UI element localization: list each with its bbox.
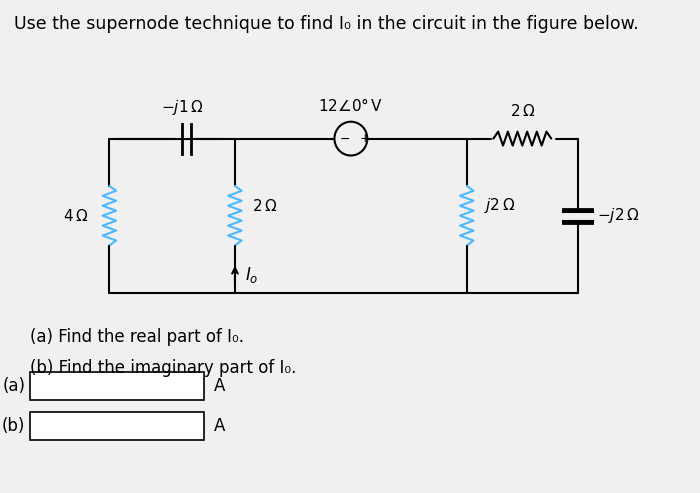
Text: (b) Find the imaginary part of I₀.: (b) Find the imaginary part of I₀. [30,359,297,377]
FancyBboxPatch shape [30,372,204,400]
Text: $2\,\Omega$: $2\,\Omega$ [510,103,535,119]
Text: $I_o$: $I_o$ [244,265,258,285]
Text: Use the supernode technique to find I₀ in the circuit in the figure below.: Use the supernode technique to find I₀ i… [14,15,638,33]
Text: A: A [214,417,225,435]
Text: (a): (a) [2,377,25,395]
Text: $4\,\Omega$: $4\,\Omega$ [63,208,88,224]
Text: $+$: $+$ [358,132,370,145]
Text: $2\,\Omega$: $2\,\Omega$ [252,198,278,214]
Text: $-$: $-$ [340,132,351,145]
Text: (b): (b) [2,417,25,435]
Text: $-j2\,\Omega$: $-j2\,\Omega$ [597,206,640,225]
Text: A: A [214,377,225,395]
Text: $j2\,\Omega$: $j2\,\Omega$ [484,196,515,215]
Text: $12\angle 0°\,\mathrm{V}$: $12\angle 0°\,\mathrm{V}$ [318,97,384,114]
Text: $-j1\,\Omega$: $-j1\,\Omega$ [161,98,203,117]
FancyBboxPatch shape [30,412,204,440]
Text: (a) Find the real part of I₀.: (a) Find the real part of I₀. [30,327,244,346]
